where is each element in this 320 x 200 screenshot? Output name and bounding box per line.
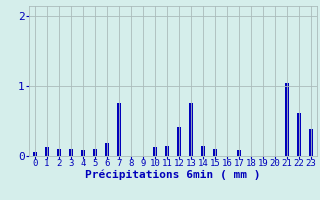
Bar xyxy=(153,147,156,156)
Bar xyxy=(213,149,217,156)
Bar xyxy=(237,150,241,156)
Bar xyxy=(45,147,49,156)
Bar xyxy=(117,103,121,156)
Bar xyxy=(57,149,60,156)
Bar xyxy=(189,103,193,156)
Bar xyxy=(33,152,36,156)
Bar xyxy=(93,149,97,156)
X-axis label: Précipitations 6min ( mm ): Précipitations 6min ( mm ) xyxy=(85,169,260,180)
Bar xyxy=(177,127,180,156)
Bar xyxy=(309,129,313,156)
Bar xyxy=(165,146,169,156)
Bar xyxy=(105,143,108,156)
Bar xyxy=(69,149,73,156)
Bar xyxy=(81,150,84,156)
Bar xyxy=(285,83,289,156)
Bar xyxy=(201,146,204,156)
Bar xyxy=(297,113,300,156)
